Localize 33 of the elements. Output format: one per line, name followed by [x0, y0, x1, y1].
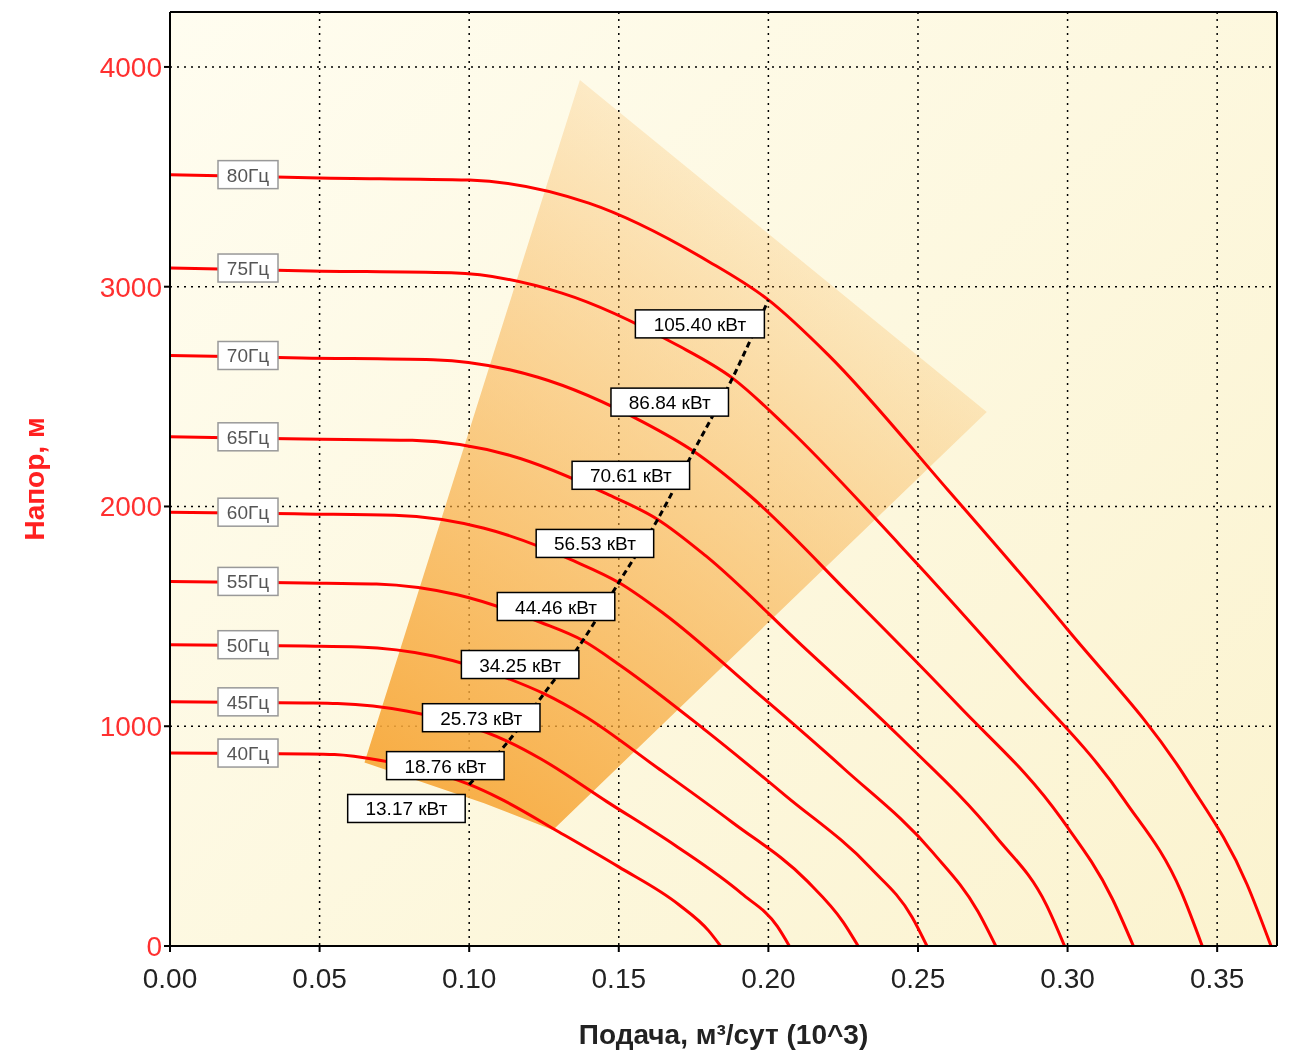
annotation: 105.40 кВт: [653, 313, 747, 335]
annotation: 44.46 кВт: [515, 596, 598, 618]
series-label: 80Гц: [226, 164, 270, 186]
annotation: 70.61 кВт: [589, 465, 673, 487]
x-tick-label: 0.05: [292, 962, 347, 994]
series-label: 75Гц: [226, 258, 270, 280]
x-tick-label: 0.10: [441, 962, 497, 994]
series-label: 50Гц: [226, 634, 270, 656]
series-label: 70Гц: [226, 345, 270, 367]
series-label: 55Гц: [226, 571, 270, 593]
y-tick-label: 2000: [99, 491, 162, 523]
annotation: 25.73 кВт: [440, 707, 523, 729]
x-tick-label: 0.30: [1040, 962, 1095, 994]
annotation: 18.76 кВт: [404, 755, 487, 777]
y-tick-label: 4000: [99, 51, 162, 83]
annotation: 34.25 кВт: [479, 654, 562, 676]
annotation: 13.17 кВт: [365, 798, 448, 820]
x-tick-label: 0.15: [591, 962, 647, 994]
y-axis-title: Напор, м: [19, 417, 50, 541]
annotation: 56.53 кВт: [553, 533, 637, 555]
x-axis-title: Подача, м³/сут (10^3): [578, 1019, 869, 1050]
x-tick-label: 0.00: [142, 962, 198, 994]
annotation: 86.84 кВт: [628, 392, 711, 414]
x-tick-label: 0.20: [741, 962, 796, 994]
x-tick-label: 0.25: [890, 962, 946, 994]
y-tick-label: 3000: [99, 271, 162, 303]
x-tick-label: 0.35: [1189, 962, 1245, 994]
series-label: 40Гц: [226, 743, 270, 765]
series-label: 60Гц: [226, 502, 270, 524]
y-tick-label: 1000: [99, 711, 162, 743]
series-label: 65Гц: [226, 426, 270, 448]
series-label: 45Гц: [226, 691, 270, 713]
y-tick-label: 0: [146, 930, 162, 962]
